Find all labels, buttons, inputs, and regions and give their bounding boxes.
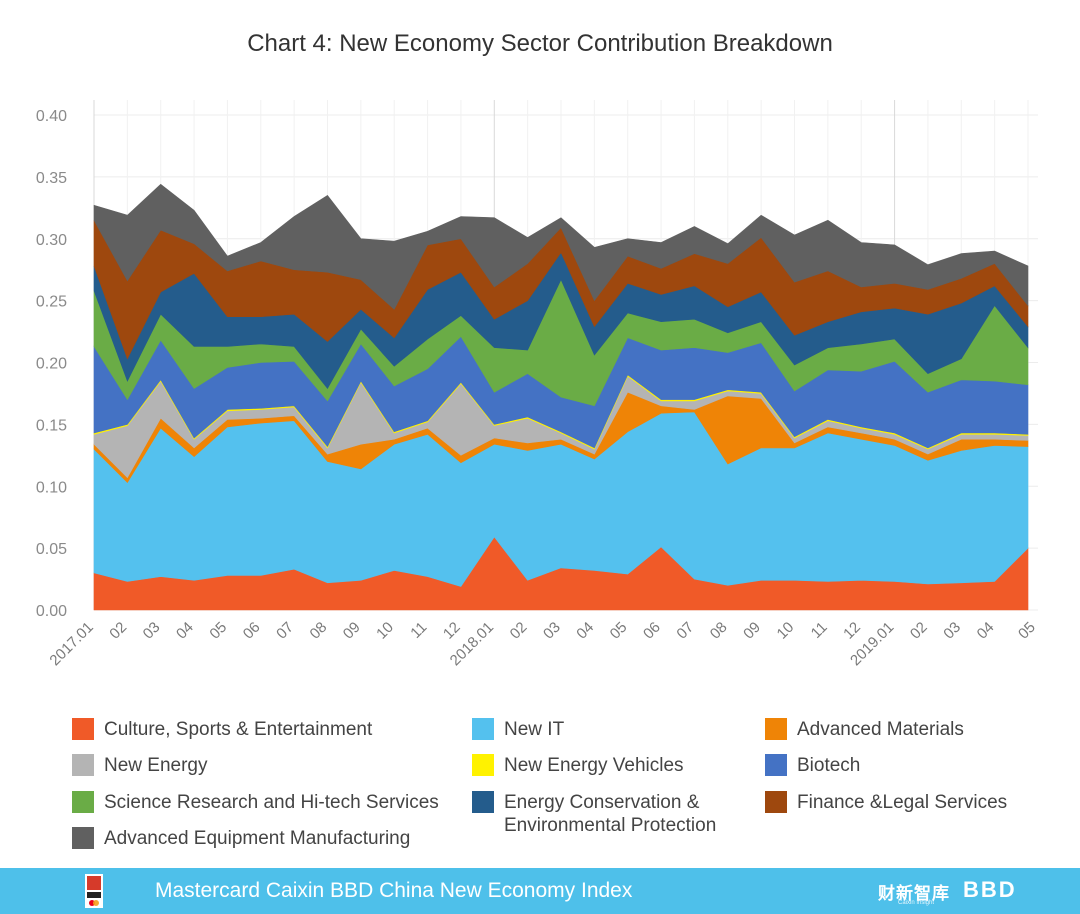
legend-swatch	[472, 754, 494, 776]
index-logo-icon	[85, 874, 103, 908]
x-tick-label: 07	[673, 619, 697, 643]
legend-label: New IT	[504, 719, 565, 740]
y-tick-label: 0.40	[36, 108, 67, 125]
y-tick-label: 0.10	[36, 479, 67, 496]
x-tick-label: 12	[440, 619, 464, 643]
legend-item: New IT	[472, 718, 564, 741]
legend-swatch	[472, 791, 494, 813]
legend-label: Science Research and Hi-tech Services	[104, 792, 439, 813]
legend-label: Biotech	[797, 755, 861, 776]
legend-label: Advanced Materials	[797, 719, 964, 740]
legend-item: New Energy Vehicles	[472, 754, 684, 777]
x-tick-label: 02	[106, 619, 130, 643]
area-series-10	[93, 183, 1029, 310]
plot-areas	[93, 183, 1029, 611]
legend-item: Culture, Sports & Entertainment	[72, 718, 372, 741]
x-tick-label: 04	[173, 619, 197, 643]
legend-swatch	[72, 718, 94, 740]
legend-label: Finance &Legal Services	[797, 792, 1008, 813]
legend-item: Energy Conservation & Environmental Prot…	[472, 791, 716, 837]
legend-label: Energy Conservation & Environmental Prot…	[504, 792, 717, 836]
y-tick-label: 0.20	[36, 356, 67, 373]
legend-swatch	[72, 827, 94, 849]
legend-item: Advanced Materials	[765, 718, 964, 741]
y-tick-label: 0.35	[36, 170, 67, 187]
legend-item: Science Research and Hi-tech Services	[72, 791, 439, 814]
x-tick-label: 02	[907, 619, 931, 643]
y-tick-label: 0.05	[36, 541, 67, 558]
x-tick-label: 02	[507, 619, 531, 643]
legend-item: Biotech	[765, 754, 860, 777]
x-tick-label: 09	[340, 619, 364, 643]
y-tick-label: 0.25	[36, 294, 67, 311]
legend-label: Advanced Equipment Manufacturing	[104, 828, 411, 849]
x-tick-label: 11	[407, 619, 430, 642]
x-tick-label: 05	[607, 619, 631, 643]
footer-bar: Mastercard Caixin BBD China New Economy …	[0, 868, 1080, 914]
caixin-brand-sub: Caixin Insight	[898, 900, 935, 906]
x-tick-label: 04	[573, 619, 597, 643]
legend-swatch	[765, 754, 787, 776]
bbd-brand: BBD	[963, 877, 1017, 902]
x-tick-label: 03	[540, 619, 564, 643]
x-tick-label: 07	[273, 619, 297, 643]
legend-label: New Energy	[104, 755, 208, 776]
x-tick-label: 05	[1015, 619, 1039, 643]
legend: Culture, Sports & Entertainment New IT Adv…	[72, 718, 1072, 858]
legend-swatch	[72, 791, 94, 813]
x-tick-label: 03	[940, 619, 964, 643]
legend-label: Culture, Sports & Entertainment	[104, 719, 373, 740]
legend-item: Finance &Legal Services	[765, 791, 1007, 814]
stacked-area-chart: 0.00 0.05 0.10 0.15 0.20 0.25 0.30 0.35 0.40 2017…	[36, 100, 1039, 669]
x-tick-label: 2017.01	[46, 619, 96, 669]
x-tick-label: 09	[740, 619, 764, 643]
y-tick-label: 0.30	[36, 232, 67, 249]
x-tick-label: 10	[373, 619, 397, 643]
x-tick-label: 06	[240, 619, 264, 643]
legend-swatch	[72, 754, 94, 776]
legend-swatch	[765, 791, 787, 813]
chart-title: Chart 4: New Economy Sector Contribution…	[247, 30, 833, 57]
x-tick-label: 12	[840, 619, 864, 643]
x-tick-label: 06	[640, 619, 664, 643]
x-tick-label: 10	[774, 619, 798, 643]
x-tick-label: 11	[808, 619, 831, 642]
caixin-brand: 财新智库	[878, 884, 950, 903]
x-tick-label: 08	[307, 619, 331, 643]
legend-item: Advanced Equipment Manufacturing	[72, 827, 410, 850]
legend-swatch	[472, 718, 494, 740]
x-tick-label: 04	[974, 619, 998, 643]
y-tick-label: 0.15	[36, 417, 67, 434]
x-tick-label: 03	[140, 619, 164, 643]
x-tick-label: 05	[206, 619, 230, 643]
legend-item: New Energy	[72, 754, 208, 777]
legend-label: New Energy Vehicles	[504, 755, 684, 776]
legend-swatch	[765, 718, 787, 740]
y-tick-label: 0.00	[36, 603, 67, 620]
footer-title: Mastercard Caixin BBD China New Economy …	[155, 879, 633, 902]
x-tick-label: 08	[707, 619, 731, 643]
